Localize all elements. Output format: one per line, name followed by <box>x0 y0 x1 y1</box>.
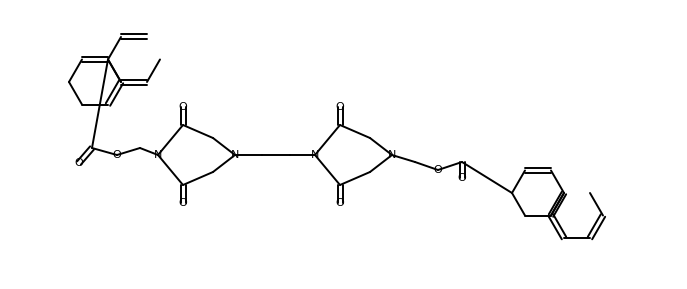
Text: O: O <box>113 150 122 160</box>
Text: N: N <box>231 150 239 160</box>
Text: O: O <box>458 173 466 183</box>
Text: N: N <box>311 150 319 160</box>
Text: O: O <box>179 102 188 112</box>
Text: O: O <box>336 198 344 208</box>
Text: O: O <box>433 165 442 175</box>
Text: N: N <box>388 150 396 160</box>
Text: O: O <box>179 198 188 208</box>
Text: O: O <box>336 102 344 112</box>
Text: O: O <box>75 158 83 168</box>
Text: N: N <box>154 150 162 160</box>
